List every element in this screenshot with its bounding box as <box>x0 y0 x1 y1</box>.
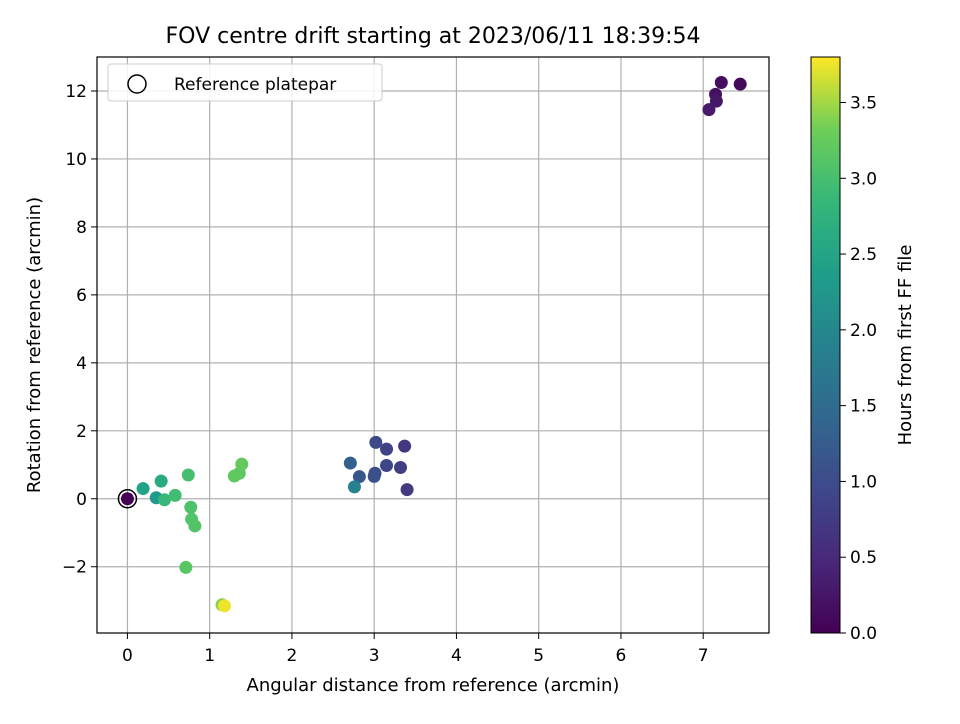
legend: Reference platepar <box>107 63 383 102</box>
x-tick-label: 4 <box>451 646 462 666</box>
colorbar-tick-label: 3.5 <box>850 93 877 113</box>
colorbar <box>810 56 841 634</box>
grid <box>97 57 769 633</box>
data-point <box>394 461 408 475</box>
x-axis-label: Angular distance from reference (arcmin) <box>247 675 620 696</box>
data-point <box>369 435 383 449</box>
data-point <box>184 500 198 514</box>
plot-frame <box>96 56 770 634</box>
data-point <box>380 442 394 456</box>
colorbar-label: Hours from first FF file <box>895 245 916 446</box>
data-point <box>733 77 747 91</box>
legend-box <box>107 63 383 102</box>
colorbar-tick-label: 2.0 <box>850 321 877 341</box>
x-tick-label: 0 <box>122 646 133 666</box>
data-point <box>136 482 150 496</box>
x-tick-label: 2 <box>287 646 298 666</box>
y-tick-label: 2 <box>76 422 87 442</box>
colorbar-tick-label: 1.5 <box>850 397 877 417</box>
y-tick-label: 0 <box>76 490 87 510</box>
data-point <box>235 457 249 471</box>
x-tick-label: 5 <box>533 646 544 666</box>
data-points <box>117 75 747 613</box>
legend-marker <box>127 74 147 94</box>
data-point <box>181 468 195 482</box>
y-tick-label: 6 <box>76 286 87 306</box>
data-point <box>352 470 366 484</box>
y-tick-label: −2 <box>62 558 87 578</box>
y-tick-label: 4 <box>76 354 87 374</box>
x-axis-ticks: 0 1 2 3 4 5 6 7 <box>122 633 709 666</box>
data-point <box>154 474 168 488</box>
legend-label: Reference platepar <box>174 75 336 95</box>
x-tick-label: 6 <box>616 646 627 666</box>
x-tick-label: 1 <box>204 646 215 666</box>
reference-point <box>120 492 134 506</box>
data-point <box>168 488 182 502</box>
colorbar-tick-label: 2.5 <box>850 245 877 265</box>
y-tick-label: 10 <box>65 150 87 170</box>
y-tick-label: 8 <box>76 218 87 238</box>
colorbar-ticks: 0.0 0.5 1.0 1.5 2.0 2.5 3.0 3.5 <box>840 93 877 644</box>
data-point <box>367 469 381 483</box>
colorbar-tick-label: 0.0 <box>850 624 877 644</box>
data-point <box>347 480 361 494</box>
x-tick-label: 3 <box>369 646 380 666</box>
colorbar-tick-label: 1.0 <box>850 472 877 492</box>
y-axis-ticks: −2 0 2 4 6 8 10 12 <box>62 82 97 578</box>
data-point <box>188 519 202 533</box>
colorbar-tick-label: 3.0 <box>850 169 877 189</box>
data-point <box>343 456 357 470</box>
y-tick-label: 12 <box>65 82 87 102</box>
data-point <box>380 458 394 472</box>
reference-marker <box>117 489 138 509</box>
chart-title: FOV centre drift starting at 2023/06/11 … <box>166 24 701 49</box>
colorbar-tick-label: 0.5 <box>850 548 877 568</box>
data-point <box>157 493 171 507</box>
data-point <box>702 103 716 117</box>
data-point <box>179 560 193 574</box>
data-point <box>709 94 723 108</box>
data-point <box>398 439 412 453</box>
data-point <box>400 483 414 497</box>
x-tick-label: 7 <box>698 646 709 666</box>
data-point <box>217 599 231 613</box>
y-axis-label: Rotation from reference (arcmin) <box>24 197 45 493</box>
data-point <box>714 75 728 89</box>
